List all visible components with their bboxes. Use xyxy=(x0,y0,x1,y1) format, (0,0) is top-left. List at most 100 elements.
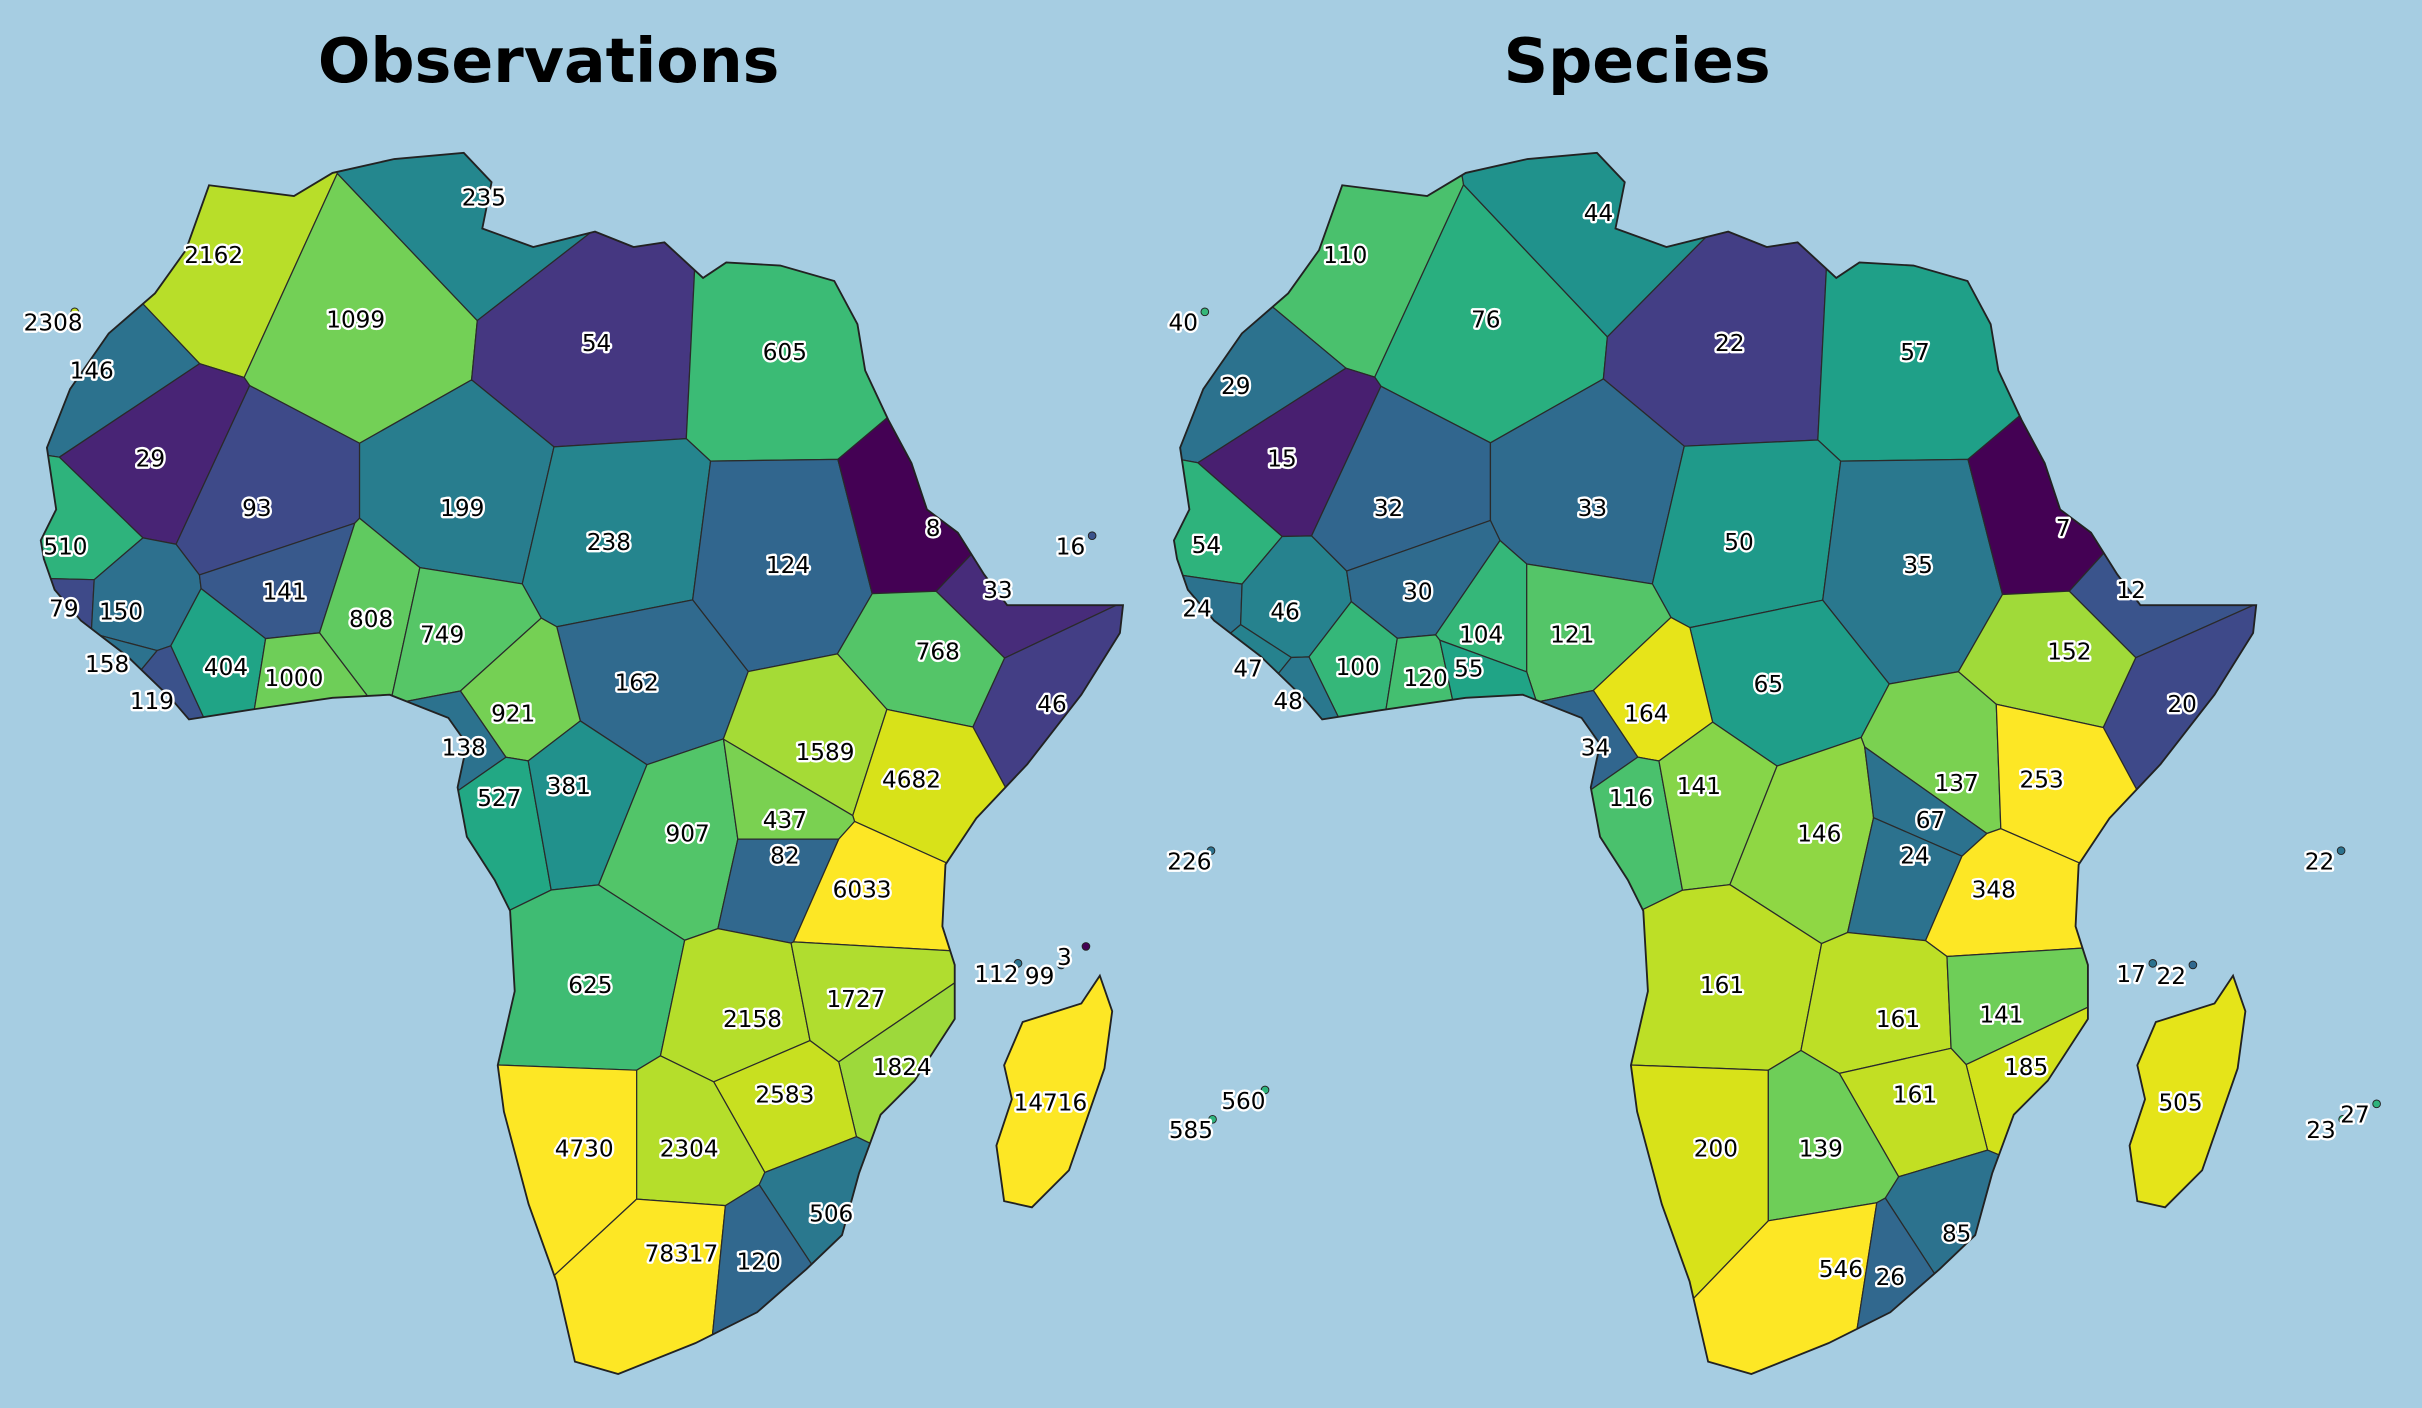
region-label: 76 xyxy=(1471,308,1500,334)
region-label: 35 xyxy=(1903,553,1932,579)
region-label: 17 xyxy=(2116,962,2145,988)
region-label: 22 xyxy=(2157,964,2186,990)
island xyxy=(1081,942,1091,951)
region-label: 65 xyxy=(1754,672,1783,698)
region-label: 560 xyxy=(1221,1089,1265,1115)
island xyxy=(2188,960,2198,970)
region-label: 138 xyxy=(442,735,486,761)
region-label: 506 xyxy=(809,1202,853,1228)
region-label: 112 xyxy=(974,962,1018,988)
region-label: 33 xyxy=(1578,496,1607,522)
region-label: 40 xyxy=(1168,311,1197,337)
region-label: 27 xyxy=(2340,1103,2369,1129)
region-label: 46 xyxy=(1037,692,1066,718)
region-label: 82 xyxy=(770,843,799,869)
region-label: 1727 xyxy=(826,987,885,1013)
region-label: 26 xyxy=(1876,1265,1905,1291)
region-label: 146 xyxy=(1797,822,1841,848)
region-label: 29 xyxy=(136,447,165,473)
region-label: 79 xyxy=(49,596,78,622)
region-label: 33 xyxy=(983,578,1012,604)
region-label: 57 xyxy=(1900,340,1929,366)
region-label: 2158 xyxy=(723,1007,782,1033)
island xyxy=(1200,307,1210,317)
region-label: 2308 xyxy=(24,311,83,337)
region-label: 238 xyxy=(587,530,631,556)
region-label: 22 xyxy=(2305,850,2334,876)
region-label: 54 xyxy=(1192,533,1221,559)
region-label: 24 xyxy=(1182,596,1211,622)
region-label: 46 xyxy=(1270,599,1299,625)
region-label: 24 xyxy=(1900,843,1929,869)
region-label: 12 xyxy=(2116,578,2145,604)
region-label: 200 xyxy=(1694,1137,1738,1163)
region-label: 585 xyxy=(1169,1118,1213,1144)
region-label: 30 xyxy=(1403,579,1432,605)
coastline xyxy=(39,151,1125,1376)
region-label: 2583 xyxy=(755,1083,814,1109)
region-label: 150 xyxy=(99,599,143,625)
region-label: 4682 xyxy=(882,768,941,794)
region-label: 253 xyxy=(2020,768,2064,794)
region-label: 124 xyxy=(766,553,810,579)
region-label: 437 xyxy=(763,808,807,834)
region-label: 1000 xyxy=(264,666,323,692)
island xyxy=(1206,846,1216,855)
region-label: 161 xyxy=(1876,1007,1920,1033)
region-label: 199 xyxy=(440,496,484,522)
region-label: 6033 xyxy=(833,877,892,903)
region-label: 67 xyxy=(1916,808,1945,834)
region-label: 100 xyxy=(1336,655,1380,681)
region-label: 605 xyxy=(763,340,807,366)
region-label: 907 xyxy=(666,822,710,848)
region-label: 808 xyxy=(349,607,393,633)
coastline xyxy=(1172,151,2258,1376)
region-label: 381 xyxy=(547,774,591,800)
region-label: 235 xyxy=(462,186,506,212)
region-label: 15 xyxy=(1267,447,1296,473)
region-label: 34 xyxy=(1581,735,1610,761)
region-label: 20 xyxy=(2167,692,2196,718)
island xyxy=(1056,960,1066,970)
region-label: 93 xyxy=(242,496,271,522)
island xyxy=(1087,531,1097,541)
region-label: 2162 xyxy=(184,243,243,269)
island xyxy=(2148,959,2158,968)
region-label: 348 xyxy=(1972,877,2016,903)
region-label: 141 xyxy=(263,579,307,605)
region-label: 141 xyxy=(1677,774,1721,800)
region-label: 78317 xyxy=(645,1242,719,1268)
island xyxy=(2372,1099,2381,1109)
region-label: 29 xyxy=(1221,374,1250,400)
region-label: 32 xyxy=(1374,496,1403,522)
region-label: 85 xyxy=(1942,1222,1971,1248)
island xyxy=(1208,1114,1217,1124)
region-label: 7 xyxy=(2056,516,2071,542)
island xyxy=(1260,1085,1270,1095)
region-label: 104 xyxy=(1459,623,1503,649)
region-label: 1589 xyxy=(796,740,855,766)
region-label: 141 xyxy=(1979,1002,2023,1028)
map-title: Observations xyxy=(318,25,780,97)
region-label: 185 xyxy=(2004,1055,2048,1081)
region-label: 2304 xyxy=(660,1137,719,1163)
region-label: 54 xyxy=(582,331,611,357)
region-label: 47 xyxy=(1233,657,1262,683)
region-label: 625 xyxy=(568,973,612,999)
region-label: 404 xyxy=(204,655,248,681)
region-label: 120 xyxy=(1404,666,1448,692)
region-label: 116 xyxy=(1609,786,1653,812)
region-label: 139 xyxy=(1799,1137,1843,1163)
region-label: 121 xyxy=(1550,623,1594,649)
region-label: 146 xyxy=(70,359,114,385)
country-region xyxy=(1800,931,1952,1075)
region-label: 48 xyxy=(1273,689,1302,715)
map-title: Species xyxy=(1504,25,1771,97)
region-label: 161 xyxy=(1893,1083,1937,1109)
region-label: 22 xyxy=(1715,331,1744,357)
region-label: 152 xyxy=(2047,640,2091,666)
region-label: 16 xyxy=(1056,535,1085,561)
region-label: 44 xyxy=(1584,201,1613,227)
region-label: 23 xyxy=(2306,1118,2335,1144)
region-label: 161 xyxy=(1700,973,1744,999)
